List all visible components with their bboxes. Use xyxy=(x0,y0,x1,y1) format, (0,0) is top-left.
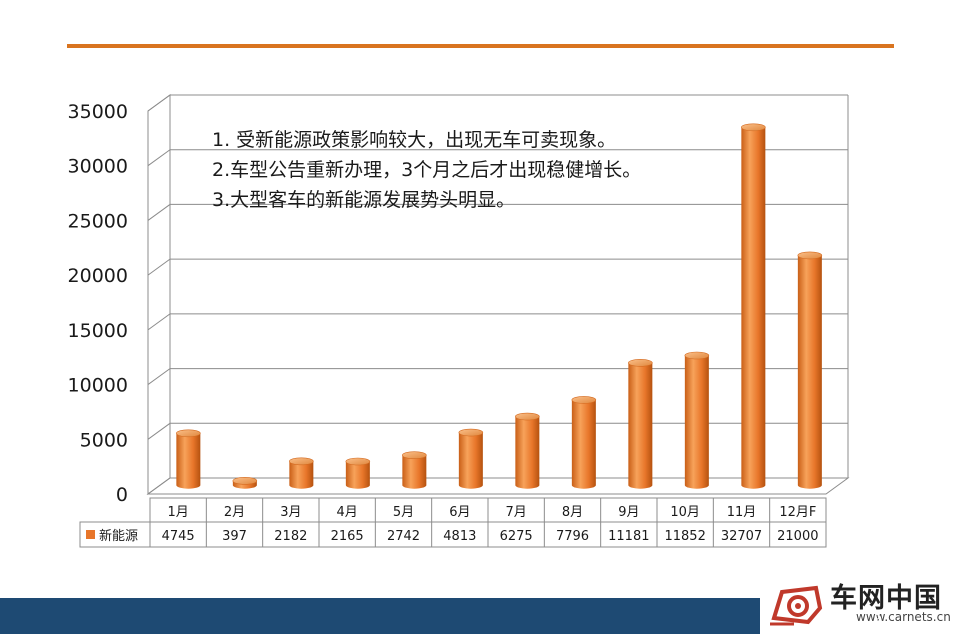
bar-body xyxy=(458,432,483,489)
x-tick-label: 11月 xyxy=(727,505,757,520)
bar xyxy=(628,359,653,489)
gridline xyxy=(147,477,848,495)
bar-top xyxy=(797,251,823,260)
bar-body xyxy=(741,127,766,489)
bar-body xyxy=(289,461,314,489)
data-value-label: 4813 xyxy=(443,529,476,544)
data-value-label: 11181 xyxy=(608,529,649,544)
logo-text: 车网中国 xyxy=(830,583,942,614)
y-axis-ticks: 0 5000 10000 15000 20000 25000 30000 35000 xyxy=(68,101,128,506)
bar-body xyxy=(571,399,596,489)
gridline xyxy=(147,94,848,112)
bar-top xyxy=(684,351,710,360)
x-tick-label: 4月 xyxy=(337,505,358,520)
bar xyxy=(402,451,427,489)
y-tick-label: 0 xyxy=(116,484,128,506)
data-value-label: 2742 xyxy=(387,529,420,544)
x-tick-label: 12月F xyxy=(779,505,816,520)
data-value-label: 32707 xyxy=(721,529,762,544)
y-tick-label: 15000 xyxy=(68,320,128,342)
annotation-line: 1. 受新能源政策影响较大，出现无车可卖现象。 xyxy=(212,129,616,151)
y-tick-label: 35000 xyxy=(68,101,128,123)
bar-body xyxy=(684,355,709,489)
bar xyxy=(345,457,371,489)
bar xyxy=(684,351,710,489)
y-tick-label: 20000 xyxy=(68,265,128,287)
x-tick-label: 10月 xyxy=(670,505,700,520)
y-tick-label: 10000 xyxy=(68,375,128,397)
bar-top xyxy=(289,457,314,466)
gridline xyxy=(147,203,848,221)
bar xyxy=(571,396,597,489)
brand-logo: 车网中国 www.carnets.cn xyxy=(760,574,960,634)
x-tick-label: 7月 xyxy=(506,505,527,520)
title-underline xyxy=(67,44,894,48)
bar xyxy=(232,477,258,489)
y-tick-label: 25000 xyxy=(68,210,128,232)
data-table: 1月 2月 3月 4月 5月 6月 7月 8月 9月 10月 11月 12月F 4745 397 2182 2… xyxy=(79,497,827,548)
side-wall xyxy=(147,94,171,495)
gridline xyxy=(147,422,848,440)
bar-top xyxy=(458,428,484,437)
bar-body xyxy=(628,362,653,489)
bar xyxy=(176,429,201,489)
data-value-label: 2182 xyxy=(274,529,307,544)
x-tick-label: 5月 xyxy=(393,505,414,520)
bar-body xyxy=(515,416,540,489)
data-value-label: 6275 xyxy=(500,529,533,544)
data-value-label: 11852 xyxy=(664,529,705,544)
bar-top xyxy=(741,123,766,132)
legend-swatch xyxy=(86,530,95,539)
bar-top xyxy=(402,451,427,459)
bar xyxy=(289,457,314,489)
bar-top xyxy=(345,457,371,466)
x-tick-label: 6月 xyxy=(449,505,470,520)
bar xyxy=(741,123,766,489)
data-value-label: 7796 xyxy=(556,529,589,544)
annotation-block: 1. 受新能源政策影响较大，出现无车可卖现象。 2.车型公告重新办理，3个月之后才… xyxy=(212,129,641,211)
bar xyxy=(458,428,484,489)
bars xyxy=(176,123,823,489)
gridline xyxy=(147,258,848,276)
annotation-line: 2.车型公告重新办理，3个月之后才出现稳健增长。 xyxy=(212,159,641,181)
y-tick-label: 30000 xyxy=(68,156,128,178)
bar-body xyxy=(176,433,201,489)
x-tick-label: 8月 xyxy=(562,505,583,520)
legend-label: 新能源 xyxy=(99,528,138,544)
page-number: 9 xyxy=(874,612,881,625)
x-tick-label: 2月 xyxy=(224,505,245,520)
bar-body xyxy=(797,255,822,489)
x-tick-label: 3月 xyxy=(280,505,301,520)
gridline xyxy=(147,368,848,385)
bar xyxy=(797,251,823,489)
bar-body xyxy=(402,455,427,489)
bar-top xyxy=(176,429,201,438)
gridline xyxy=(147,149,848,167)
bar-top xyxy=(628,359,653,367)
bar-body xyxy=(345,461,370,489)
car-logo-icon xyxy=(770,585,823,626)
data-value-label: 2165 xyxy=(331,529,364,544)
data-value-label: 4745 xyxy=(162,529,195,544)
x-tick-label: 9月 xyxy=(618,505,639,520)
data-value-label: 21000 xyxy=(777,529,818,544)
y-tick-label: 5000 xyxy=(80,429,128,451)
logo-url: www.carnets.cn xyxy=(856,610,951,624)
gridlines xyxy=(147,94,848,495)
bar-top xyxy=(515,412,540,421)
bar xyxy=(515,412,540,489)
data-value-label: 397 xyxy=(222,529,247,544)
bar-top xyxy=(571,396,597,404)
x-tick-label: 1月 xyxy=(168,505,189,520)
gridline xyxy=(147,313,848,331)
annotation-line: 3.大型客车的新能源发展势头明显。 xyxy=(212,189,515,211)
bar-top xyxy=(232,477,258,485)
